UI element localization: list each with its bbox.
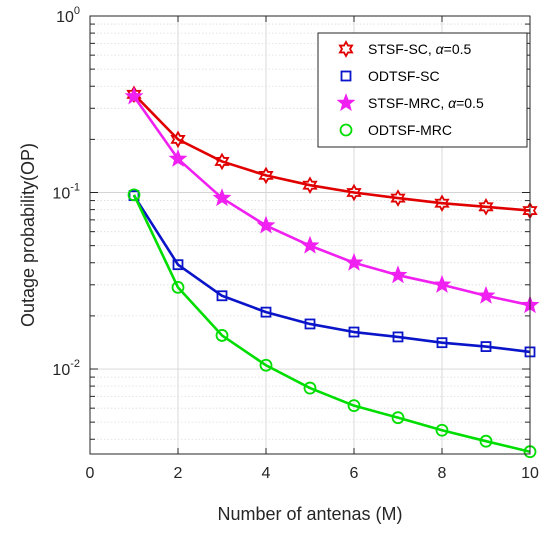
legend-label: ODTSF-MRC <box>368 122 452 138</box>
legend-marker <box>336 93 356 112</box>
series-line <box>133 93 531 212</box>
legend-box <box>317 32 528 148</box>
data-point-marker <box>172 259 184 271</box>
data-point-marker <box>124 86 144 105</box>
legend-item: ODTSF-SC <box>340 68 440 84</box>
x-tick-label: 0 <box>86 465 95 482</box>
y-axis-title: Outage probability(OP) <box>18 143 38 327</box>
data-point-marker <box>127 188 141 202</box>
data-point-marker <box>126 85 142 104</box>
data-point-marker <box>436 337 448 349</box>
data-point-marker <box>215 329 229 342</box>
data-point-marker <box>303 381 317 395</box>
y-tick-label: 10-2 <box>52 358 80 379</box>
series-1 <box>126 85 538 220</box>
data-point-marker <box>388 265 408 284</box>
legend-marker <box>340 70 352 82</box>
series-line <box>132 194 531 453</box>
data-point-marker <box>214 152 230 171</box>
data-point-marker <box>391 411 405 425</box>
series-line <box>132 95 531 307</box>
legend-item: STSF-MRC, α=0.5 <box>336 93 484 112</box>
data-point-marker <box>480 341 492 352</box>
x-tick-label: 8 <box>438 465 447 482</box>
data-point-marker <box>348 326 360 338</box>
data-point-marker <box>344 252 364 271</box>
data-point-marker <box>479 434 493 448</box>
x-tick-label: 2 <box>174 465 183 482</box>
data-point-marker <box>432 274 452 293</box>
data-point-marker <box>212 188 232 207</box>
data-point-marker <box>171 280 185 294</box>
data-point-marker <box>304 318 316 330</box>
data-point-marker <box>347 399 361 413</box>
legend-marker <box>338 40 354 58</box>
data-point-marker <box>168 148 188 167</box>
legend-item: ODTSF-MRC <box>339 122 452 138</box>
legend-marker <box>339 123 353 137</box>
series-layer <box>124 85 540 459</box>
data-point-marker <box>300 235 320 254</box>
data-point-marker <box>170 130 186 149</box>
data-point-marker <box>260 306 272 318</box>
plot-frame <box>89 15 531 455</box>
x-tick-label: 6 <box>350 465 359 482</box>
y-tick-label: 10-1 <box>52 182 80 203</box>
x-axis-title: Number of antenas (M) <box>217 504 402 524</box>
series-line <box>132 194 531 354</box>
data-point-marker <box>478 197 494 216</box>
y-tick-label: 100 <box>56 5 80 26</box>
data-point-marker <box>346 183 362 202</box>
data-point-marker <box>259 358 273 372</box>
data-point-marker <box>216 290 228 302</box>
legend: STSF-SC, α=0.5 ODTSF-SC STSF-MRC, α=0.5 ODT… <box>317 32 528 148</box>
x-axis: 0 2 4 6 8 10 <box>86 16 539 482</box>
series-2 <box>128 190 536 358</box>
data-point-marker <box>258 166 274 185</box>
data-point-marker <box>256 215 276 234</box>
x-tick-label: 4 <box>262 465 271 482</box>
series-3 <box>124 86 540 314</box>
x-tick-label: 10 <box>521 465 539 482</box>
data-point-marker <box>434 194 450 213</box>
data-point-marker <box>392 331 404 343</box>
y-axis: 100 10-1 10-2 <box>52 5 530 379</box>
data-point-marker <box>390 189 406 207</box>
legend-label: STSF-MRC, α=0.5 <box>368 95 484 111</box>
legend-item: STSF-SC, α=0.5 <box>338 40 472 58</box>
legend-label: ODTSF-SC <box>368 68 440 84</box>
legend-label: STSF-SC, α=0.5 <box>368 41 472 57</box>
data-point-marker <box>302 176 318 195</box>
data-point-marker <box>435 423 449 437</box>
data-point-marker <box>476 285 496 304</box>
